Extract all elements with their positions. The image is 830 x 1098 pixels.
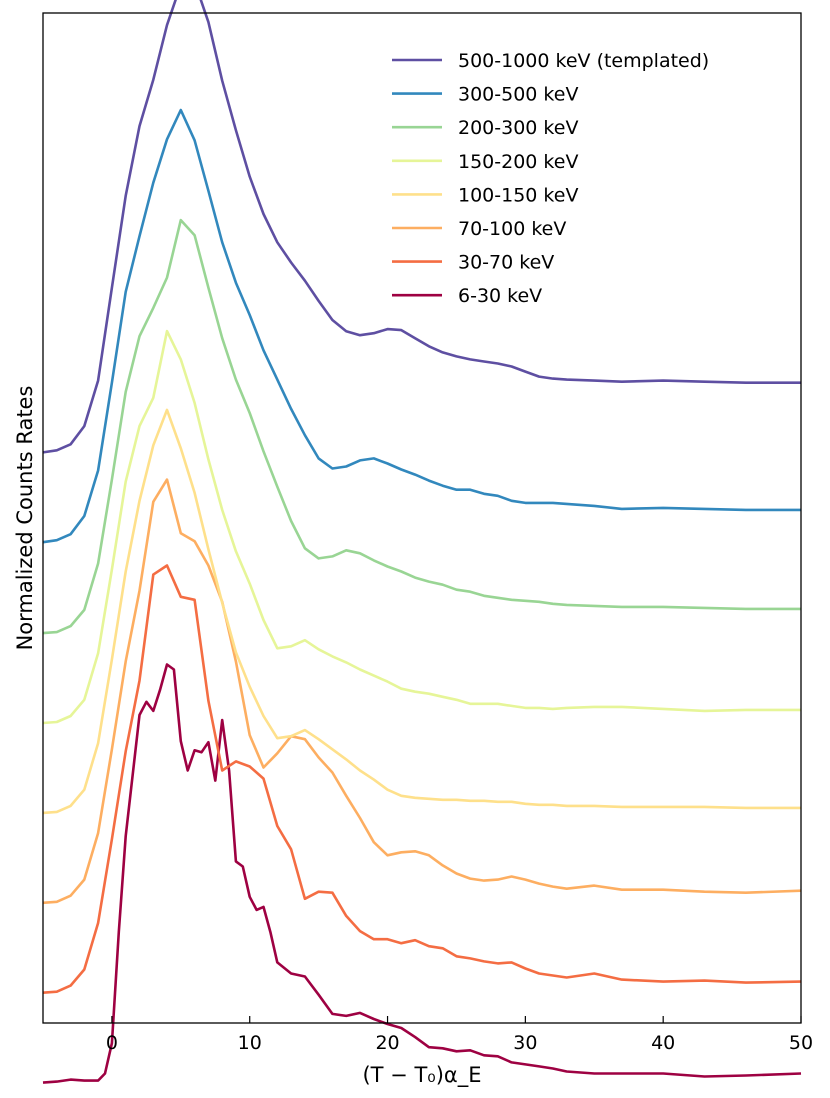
- legend-label: 200-300 keV: [458, 117, 578, 139]
- legend-label: 70-100 keV: [458, 218, 566, 240]
- y-axis-label: Normalized Counts Rates: [13, 386, 37, 651]
- x-tick-label: 50: [789, 1032, 813, 1054]
- legend-label: 500-1000 keV (templated): [458, 50, 709, 72]
- series-line-300-500-kev: [42, 108, 801, 544]
- x-axis-label: (T − T₀)α_E: [362, 1063, 481, 1088]
- series-line-200-300-kev: [42, 218, 801, 635]
- series-lines: [42, 0, 802, 1084]
- series-line-30-70-kev: [42, 564, 802, 994]
- x-tick-label: 40: [651, 1032, 675, 1054]
- legend-label: 100-150 keV: [458, 184, 578, 206]
- legend: 500-1000 keV (templated) 300-500 keV 200-3…: [392, 50, 709, 307]
- series-line-150-200-kev: [42, 329, 801, 725]
- legend-label: 6-30 keV: [458, 285, 542, 307]
- legend-label: 300-500 keV: [458, 84, 578, 106]
- legend-label: 150-200 keV: [458, 151, 578, 173]
- series-line-70-100-kev: [42, 478, 802, 905]
- x-tick-label: 10: [238, 1032, 262, 1054]
- x-tick-label: 0: [106, 1032, 118, 1054]
- x-tick-label: 20: [375, 1032, 399, 1054]
- legend-label: 30-70 keV: [458, 252, 554, 274]
- series-line-500-1000-kev-templated-: [42, 0, 801, 454]
- x-tick-label: 30: [513, 1032, 537, 1054]
- plot-frame: [42, 12, 802, 1024]
- series-line-6-30-kev: [42, 663, 802, 1084]
- series-line-100-150-kev: [42, 408, 801, 815]
- x-axis-ticks: 0 10 20 30 40 50: [106, 1016, 813, 1054]
